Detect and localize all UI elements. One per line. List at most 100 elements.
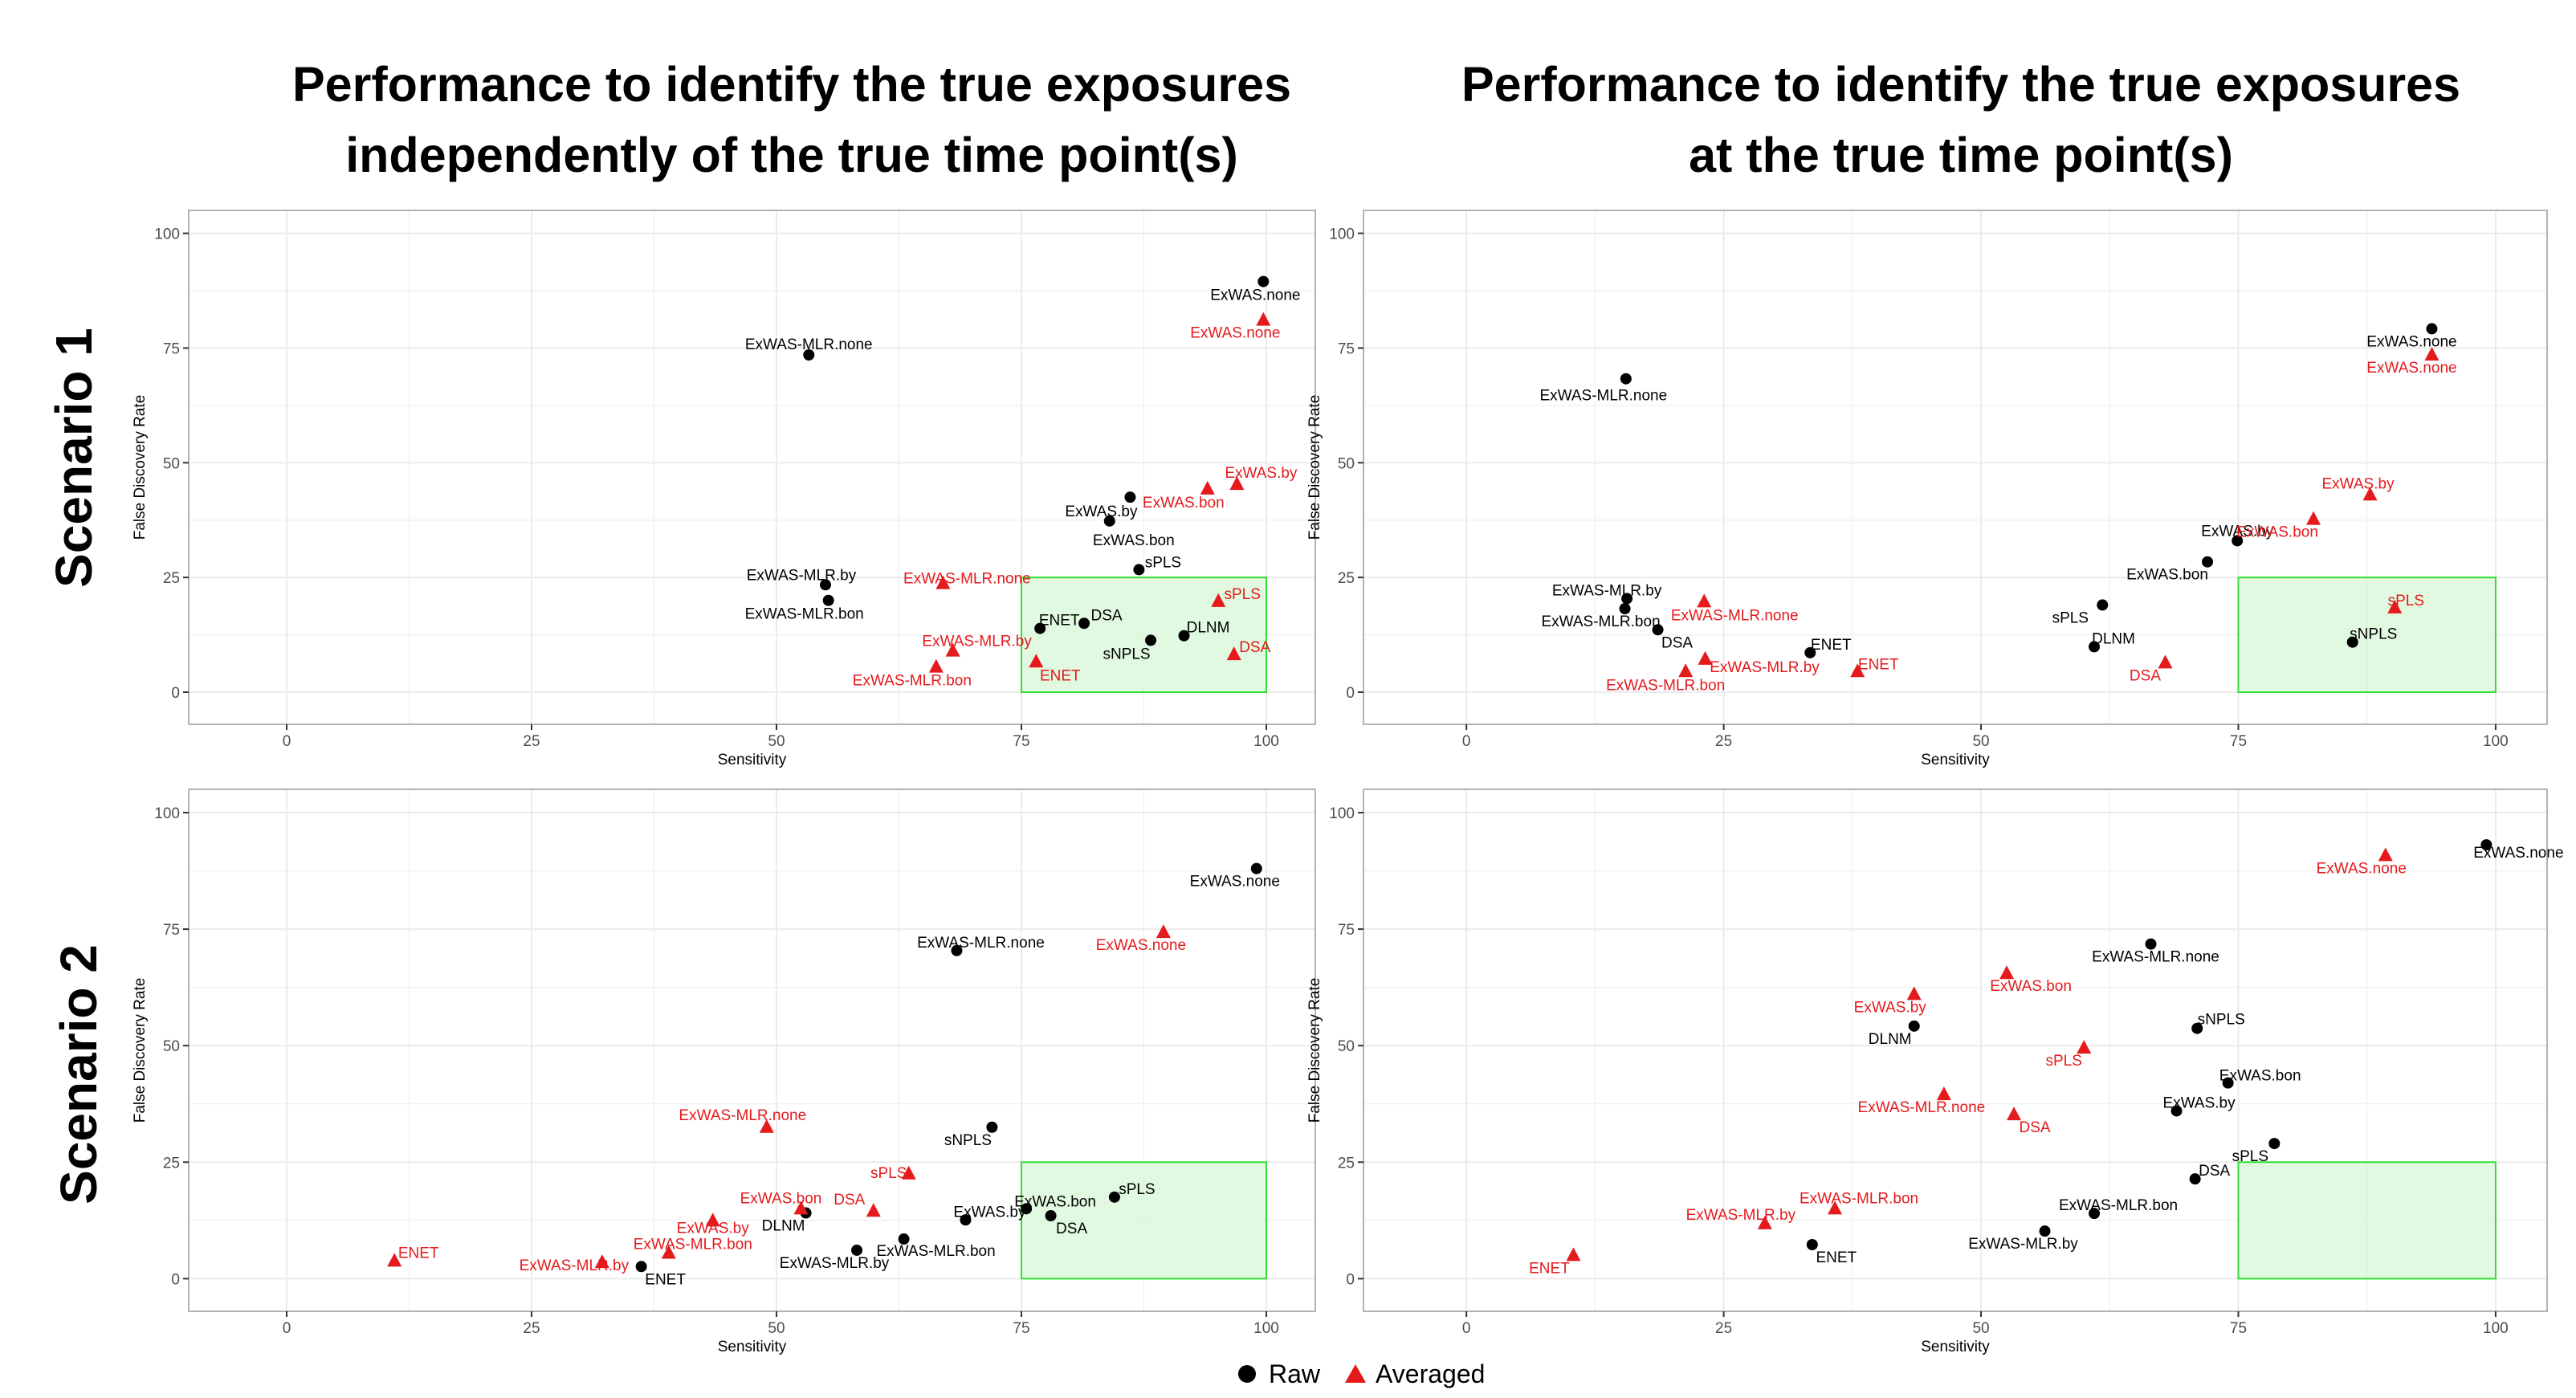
- raw-point-exwas-mlr-none-label: ExWAS-MLR.none: [1539, 388, 1667, 405]
- raw-point-exwas-by: [2232, 535, 2244, 547]
- averaged-point-exwas-mlr-by-label: ExWAS-MLR.by: [1686, 1207, 1796, 1224]
- raw-point-snpls: [1145, 634, 1157, 646]
- averaged-point-exwas-mlr-by-label: ExWAS-MLR.by: [520, 1257, 630, 1274]
- raw-point-dlnm-label: DLNM: [2092, 630, 2135, 647]
- averaged-point-exwas-none-label: ExWAS.none: [1190, 325, 1280, 342]
- averaged-point-exwas-none: [1256, 312, 1271, 326]
- y-axis-title: False Discovery Rate: [132, 395, 149, 540]
- raw-point-spls-label: sPLS: [1145, 554, 1181, 571]
- averaged-point-exwas-mlr-none: [759, 1119, 774, 1133]
- y-axis-title: False Discovery Rate: [1306, 978, 1323, 1123]
- x-tick-label: 75: [1013, 1320, 1029, 1337]
- raw-point-exwas-bon: [2202, 556, 2214, 568]
- raw-point-exwas-none: [1250, 862, 1262, 874]
- raw-point-exwas-bon: [1021, 1203, 1033, 1215]
- x-tick-label: 0: [1462, 1320, 1471, 1337]
- raw-point-exwas-mlr-by: [851, 1244, 863, 1256]
- averaged-point-enet: [1850, 663, 1865, 678]
- raw-point-exwas-mlr-bon-label: ExWAS-MLR.bon: [2059, 1197, 2178, 1214]
- averaged-point-exwas-mlr-by: [594, 1254, 609, 1269]
- legend-averaged-label: Averaged: [1376, 1359, 1485, 1388]
- averaged-point-exwas-none: [2378, 847, 2393, 862]
- raw-point-spls: [2268, 1138, 2280, 1150]
- averaged-point-spls-label: sPLS: [870, 1165, 907, 1182]
- x-tick-label: 25: [523, 733, 540, 750]
- raw-point-dsa-label: DSA: [1091, 607, 1123, 624]
- y-axis-title: False Discovery Rate: [1306, 395, 1323, 540]
- raw-point-exwas-mlr-bon-label: ExWAS-MLR.bon: [1541, 613, 1660, 630]
- y-tick-label: 50: [163, 455, 180, 472]
- legend-averaged-marker: [1345, 1364, 1366, 1383]
- averaged-point-exwas-bon: [1200, 480, 1215, 495]
- raw-point-exwas-by-label: ExWAS.by: [1065, 503, 1138, 520]
- averaged-point-enet-label: ENET: [1040, 667, 1081, 684]
- averaged-point-exwas-mlr-by: [1757, 1215, 1772, 1229]
- raw-point-enet: [1806, 1239, 1818, 1251]
- column-title-1-line-1: Performance to identify the true exposur…: [292, 57, 1291, 112]
- x-tick-label: 75: [2230, 733, 2247, 750]
- panel-border: [1363, 789, 2548, 1312]
- raw-point-exwas-mlr-by-label: ExWAS-MLR.by: [1552, 582, 1662, 599]
- raw-point-enet: [635, 1261, 647, 1273]
- y-tick-label: 25: [1338, 570, 1355, 587]
- raw-point-snpls: [2191, 1022, 2203, 1034]
- raw-point-snpls: [2346, 636, 2358, 648]
- averaged-point-exwas-by: [705, 1213, 720, 1227]
- raw-point-exwas-mlr-bon-label: ExWAS-MLR.bon: [745, 606, 864, 623]
- raw-point-exwas-by-label: ExWAS.by: [953, 1204, 1026, 1221]
- averaged-point-exwas-by: [1906, 986, 1922, 1001]
- raw-point-exwas-none-label: ExWAS.none: [1210, 287, 1300, 304]
- y-tick-label: 25: [163, 570, 180, 587]
- averaged-point-exwas-mlr-bon: [661, 1245, 676, 1259]
- x-tick-label: 0: [283, 1320, 291, 1337]
- column-title-2-line-1: Performance to identify the true exposur…: [1461, 57, 2460, 112]
- averaged-point-exwas-none: [1156, 924, 1171, 939]
- panel-scenario-2-true-time: 0 25 50 75 100 0 25 50 75 100 Sensitivity False Dis…: [1306, 789, 2564, 1355]
- y-tick-label: 75: [163, 922, 180, 939]
- averaged-point-spls-label: sPLS: [2388, 593, 2424, 609]
- panel-border: [1363, 210, 2548, 725]
- raw-point-exwas-mlr-bon: [1619, 603, 1631, 614]
- averaged-point-exwas-mlr-by: [945, 642, 960, 657]
- averaged-point-enet: [1566, 1247, 1581, 1261]
- averaged-point-exwas-by-label: ExWAS.by: [1225, 465, 1298, 482]
- raw-point-exwas-mlr-by: [1621, 593, 1633, 605]
- raw-point-exwas-by: [960, 1214, 972, 1226]
- raw-point-exwas-none-label: ExWAS.none: [2366, 333, 2456, 350]
- x-tick-label: 25: [1715, 733, 1732, 750]
- x-tick-label: 50: [768, 1320, 785, 1337]
- averaged-point-spls: [2077, 1040, 2092, 1054]
- raw-point-exwas-mlr-none: [951, 944, 963, 956]
- raw-point-dsa-label: DSA: [1661, 634, 1693, 651]
- y-tick-label: 25: [163, 1155, 180, 1172]
- averaged-point-exwas-mlr-none: [1936, 1086, 1951, 1101]
- averaged-point-exwas-mlr-by: [1698, 650, 1713, 665]
- averaged-point-exwas-mlr-bon: [928, 658, 944, 673]
- raw-point-exwas-mlr-by-label: ExWAS-MLR.by: [747, 567, 857, 584]
- x-tick-label: 100: [1253, 733, 1279, 750]
- y-tick-label: 0: [171, 1271, 180, 1288]
- column-title-2-line-2: at the true time point(s): [1689, 128, 2233, 182]
- averaged-point-exwas-by-label: ExWAS.by: [2321, 475, 2395, 492]
- averaged-point-spls-label: sPLS: [1225, 586, 1261, 603]
- raw-point-exwas-none-label: ExWAS.none: [1190, 874, 1280, 891]
- raw-point-snpls: [986, 1121, 998, 1133]
- averaged-point-enet: [387, 1253, 402, 1267]
- raw-point-spls-label: sPLS: [2052, 609, 2089, 626]
- averaged-point-exwas-none: [2424, 347, 2439, 361]
- averaged-point-dsa-label: DSA: [2130, 667, 2161, 684]
- raw-point-exwas-mlr-none-label: ExWAS-MLR.none: [2092, 949, 2219, 966]
- averaged-point-exwas-mlr-bon: [1678, 663, 1694, 678]
- averaged-point-exwas-bon-label: ExWAS.bon: [1990, 978, 2072, 995]
- y-tick-label: 100: [154, 805, 180, 822]
- x-tick-label: 75: [2230, 1320, 2247, 1337]
- x-tick-label: 100: [1253, 1320, 1279, 1337]
- raw-point-dlnm-label: DLNM: [1869, 1031, 1912, 1048]
- x-tick-label: 50: [1972, 733, 1989, 750]
- y-tick-label: 75: [163, 340, 180, 357]
- averaged-point-dsa-label: DSA: [1239, 639, 1270, 656]
- averaged-point-exwas-mlr-none-label: ExWAS-MLR.none: [1858, 1099, 1986, 1116]
- raw-point-dlnm-label: DLNM: [1187, 620, 1230, 637]
- raw-point-exwas-mlr-by-label: ExWAS-MLR.by: [780, 1255, 890, 1272]
